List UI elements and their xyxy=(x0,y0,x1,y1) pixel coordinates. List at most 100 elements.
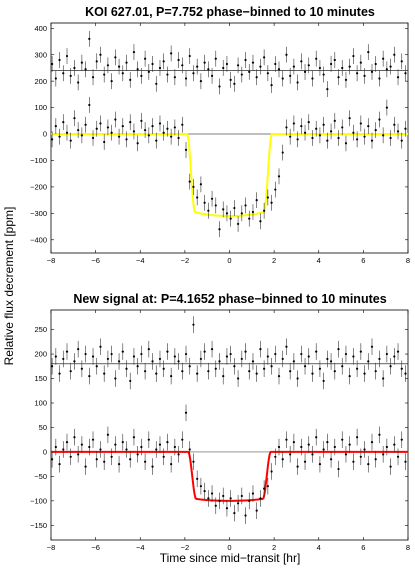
bottom-data-point xyxy=(77,453,80,456)
top-data-point xyxy=(225,212,229,215)
bottom-data-point xyxy=(374,370,377,373)
bottom-data-point xyxy=(147,348,150,351)
top-data-point xyxy=(184,148,188,151)
top-data-point xyxy=(326,139,329,142)
top-data-point xyxy=(356,72,359,75)
top-data-point xyxy=(177,136,180,140)
bottom-data-point xyxy=(88,374,91,378)
bottom-data-point xyxy=(277,445,281,449)
top-data-point xyxy=(222,208,225,211)
top-data-point xyxy=(170,52,173,55)
top-data-point xyxy=(144,128,147,132)
top-data-point xyxy=(162,131,165,134)
bottom-y-tick-label: 200 xyxy=(34,350,47,359)
bottom-data-point xyxy=(396,455,400,458)
top-data-point xyxy=(385,68,388,71)
bottom-data-point xyxy=(370,345,374,348)
top-data-point xyxy=(225,62,229,66)
bottom-data-point xyxy=(315,436,318,439)
bottom-data-point xyxy=(404,372,407,375)
top-data-point xyxy=(244,204,247,207)
top-data-point xyxy=(199,80,202,83)
top-data-point xyxy=(132,130,136,133)
bottom-data-point xyxy=(348,443,351,446)
top-data-point xyxy=(69,74,72,77)
top-data-point xyxy=(114,56,117,59)
bottom-data-point xyxy=(307,355,310,358)
bottom-data-point xyxy=(188,448,191,451)
bottom-data-point xyxy=(95,365,98,368)
top-data-point xyxy=(396,76,400,79)
top-data-point xyxy=(303,70,307,74)
top-data-point xyxy=(69,139,72,142)
bottom-data-point xyxy=(396,350,400,353)
bottom-data-point xyxy=(155,372,158,375)
top-data-point xyxy=(110,80,113,83)
bottom-data-point xyxy=(188,365,191,368)
bottom-data-point xyxy=(162,455,165,458)
bottom-data-point xyxy=(73,360,76,363)
bottom-data-point xyxy=(214,367,217,370)
bottom-panel: New signal at: P=4.1652 phase−binned to … xyxy=(30,292,410,552)
top-data-point xyxy=(289,74,292,77)
bottom-data-point xyxy=(378,357,381,361)
bottom-data-point xyxy=(144,460,147,463)
bottom-data-point xyxy=(285,345,288,348)
bottom-transit-model-curve xyxy=(51,450,408,502)
top-data-point xyxy=(318,66,322,70)
top-data-point xyxy=(84,123,87,126)
top-data-point xyxy=(370,70,374,74)
top-data-point xyxy=(58,58,61,62)
top-data-point xyxy=(248,70,251,74)
bottom-data-point xyxy=(240,357,243,361)
bottom-data-point xyxy=(214,504,217,507)
top-data-point xyxy=(359,122,362,125)
top-data-point xyxy=(326,87,329,91)
top-data-point xyxy=(88,37,91,40)
bottom-data-point xyxy=(181,370,184,373)
top-data-point xyxy=(274,62,277,66)
bottom-data-point xyxy=(281,357,284,361)
top-data-point xyxy=(240,73,243,76)
bottom-data-point xyxy=(326,357,329,361)
top-data-point xyxy=(400,60,403,63)
top-data-point xyxy=(147,134,150,137)
bottom-data-point xyxy=(326,441,329,444)
top-data-point xyxy=(344,78,348,81)
bottom-data-point xyxy=(274,352,277,356)
top-data-point xyxy=(95,127,98,130)
top-data-point xyxy=(303,131,307,134)
bottom-data-point xyxy=(311,453,314,456)
top-data-point xyxy=(400,139,403,142)
bottom-data-point xyxy=(210,348,214,351)
top-data-point xyxy=(80,134,83,137)
bottom-chart-title: New signal at: P=4.1652 phase−binned to … xyxy=(73,292,386,306)
bottom-data-point xyxy=(136,365,139,368)
top-data-point xyxy=(54,125,57,128)
bottom-data-point xyxy=(259,497,262,500)
top-data-point xyxy=(315,57,318,60)
bottom-data-point xyxy=(274,455,277,458)
top-data-point xyxy=(255,199,258,202)
bottom-data-point xyxy=(333,445,336,449)
top-x-tick-label: 0 xyxy=(227,256,231,265)
top-data-point xyxy=(151,62,154,66)
bottom-data-point xyxy=(329,360,333,363)
top-data-point xyxy=(121,72,124,75)
bottom-data-point xyxy=(151,465,154,468)
top-data-point xyxy=(114,118,117,121)
top-data-point xyxy=(155,82,158,85)
top-data-point xyxy=(229,217,232,220)
top-data-point xyxy=(274,188,277,191)
bottom-data-point xyxy=(199,357,202,361)
top-data-point xyxy=(199,183,202,186)
top-data-point xyxy=(277,68,281,71)
bottom-data-point xyxy=(69,455,72,458)
top-data-point xyxy=(296,81,299,84)
top-data-point xyxy=(155,139,158,142)
bottom-data-point xyxy=(173,355,176,358)
top-data-point xyxy=(352,131,355,134)
bottom-data-point xyxy=(337,467,340,471)
top-data-point xyxy=(91,136,95,140)
